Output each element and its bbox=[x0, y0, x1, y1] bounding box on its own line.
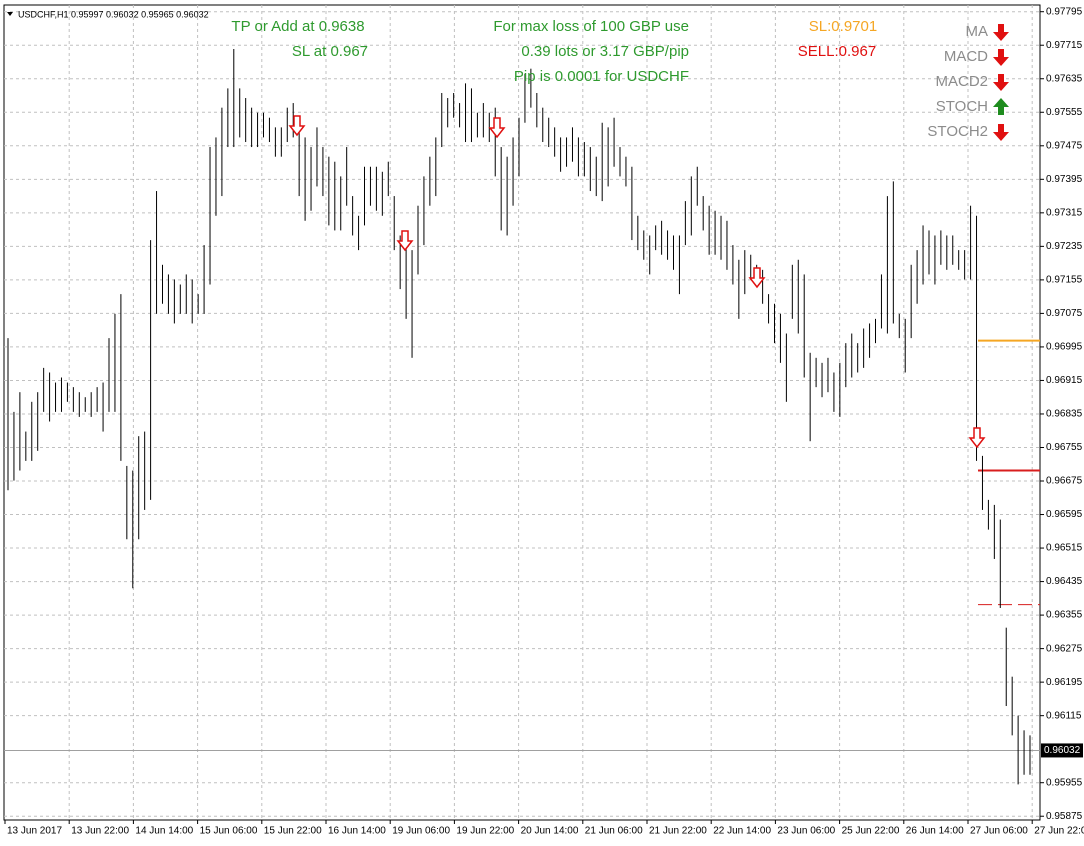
y-tick-label: 0.96835 bbox=[1046, 409, 1083, 420]
sell-arrow bbox=[968, 427, 986, 449]
x-tick-label: 19 Jun 06:00 bbox=[392, 826, 450, 837]
y-tick-label: 0.96675 bbox=[1046, 476, 1083, 487]
annotation: SL at 0.967 bbox=[292, 43, 368, 60]
y-tick-label: 0.97155 bbox=[1046, 275, 1083, 286]
x-tick-label: 16 Jun 14:00 bbox=[328, 826, 386, 837]
x-tick-label: 14 Jun 14:00 bbox=[135, 826, 193, 837]
y-tick-label: 0.96595 bbox=[1046, 509, 1083, 520]
sell-arrow bbox=[396, 230, 414, 252]
y-tick-label: 0.97795 bbox=[1046, 6, 1083, 17]
indicator-arrow bbox=[993, 124, 1009, 141]
y-tick-label: 0.96755 bbox=[1046, 442, 1083, 453]
indicator-arrow bbox=[993, 98, 1009, 115]
x-tick-label: 13 Jun 22:00 bbox=[71, 826, 129, 837]
indicator-name: MACD2 bbox=[935, 73, 988, 90]
x-tick-label: 27 Jun 06:00 bbox=[970, 826, 1028, 837]
y-tick-label: 0.96115 bbox=[1046, 710, 1082, 721]
annotation: SL:0.9701 bbox=[809, 18, 877, 35]
x-tick-label: 15 Jun 22:00 bbox=[264, 826, 322, 837]
x-tick-label: 19 Jun 22:00 bbox=[456, 826, 514, 837]
indicator-arrow bbox=[993, 74, 1009, 91]
annotation: TP or Add at 0.9638 bbox=[231, 18, 364, 35]
y-tick-label: 0.96915 bbox=[1046, 375, 1083, 386]
header-icon bbox=[7, 12, 13, 16]
x-tick-label: 27 Jun 22:00 bbox=[1034, 826, 1084, 837]
annotation: SELL:0.967 bbox=[798, 43, 876, 60]
y-tick-label: 0.96435 bbox=[1046, 576, 1083, 587]
indicator-name: STOCH bbox=[936, 98, 988, 115]
annotation: 0.39 lots or 3.17 GBP/pip bbox=[521, 43, 689, 60]
y-tick-label: 0.97475 bbox=[1046, 140, 1083, 151]
y-tick-label: 0.96995 bbox=[1046, 342, 1083, 353]
y-tick-label: 0.95955 bbox=[1046, 777, 1083, 788]
indicator-arrow bbox=[993, 49, 1009, 66]
sell-arrow bbox=[488, 117, 506, 139]
x-tick-label: 21 Jun 22:00 bbox=[649, 826, 707, 837]
y-tick-label: 0.97555 bbox=[1046, 107, 1083, 118]
indicator-name: MA bbox=[966, 23, 989, 40]
x-tick-label: 22 Jun 14:00 bbox=[713, 826, 771, 837]
x-tick-label: 26 Jun 14:00 bbox=[906, 826, 964, 837]
indicator-arrow bbox=[993, 24, 1009, 41]
indicator-name: STOCH2 bbox=[927, 123, 988, 140]
y-tick-label: 0.96515 bbox=[1046, 543, 1083, 554]
x-tick-label: 13 Jun 2017 bbox=[7, 826, 62, 837]
sell-arrow bbox=[748, 267, 766, 289]
annotation: For max loss of 100 GBP use bbox=[493, 18, 689, 35]
x-tick-label: 23 Jun 06:00 bbox=[777, 826, 835, 837]
indicator-name: MACD bbox=[944, 48, 988, 65]
y-tick-label: 0.97635 bbox=[1046, 73, 1083, 84]
x-tick-label: 25 Jun 22:00 bbox=[842, 826, 900, 837]
x-tick-label: 21 Jun 06:00 bbox=[585, 826, 643, 837]
x-tick-label: 20 Jun 14:00 bbox=[521, 826, 579, 837]
y-tick-label: 0.97315 bbox=[1046, 207, 1083, 218]
annotation: Pip is 0.0001 for USDCHF bbox=[514, 68, 689, 85]
price-box bbox=[1041, 743, 1083, 758]
plot-frame bbox=[3, 4, 1041, 821]
y-tick-label: 0.97235 bbox=[1046, 241, 1083, 252]
header: USDCHF,H1 0.95997 0.96032 0.95965 0.9603… bbox=[18, 9, 209, 19]
y-tick-label: 0.96355 bbox=[1046, 610, 1083, 621]
y-tick-label: 0.97715 bbox=[1046, 40, 1083, 51]
y-tick-label: 0.95875 bbox=[1046, 811, 1083, 822]
y-tick-label: 0.96275 bbox=[1046, 643, 1083, 654]
y-tick-label: 0.96195 bbox=[1046, 677, 1083, 688]
y-tick-label: 0.97395 bbox=[1046, 174, 1083, 185]
price-label: 0.96032 bbox=[1044, 745, 1081, 756]
x-tick-label: 15 Jun 06:00 bbox=[200, 826, 258, 837]
y-tick-label: 0.97075 bbox=[1046, 308, 1083, 319]
sell-arrow bbox=[288, 115, 306, 137]
